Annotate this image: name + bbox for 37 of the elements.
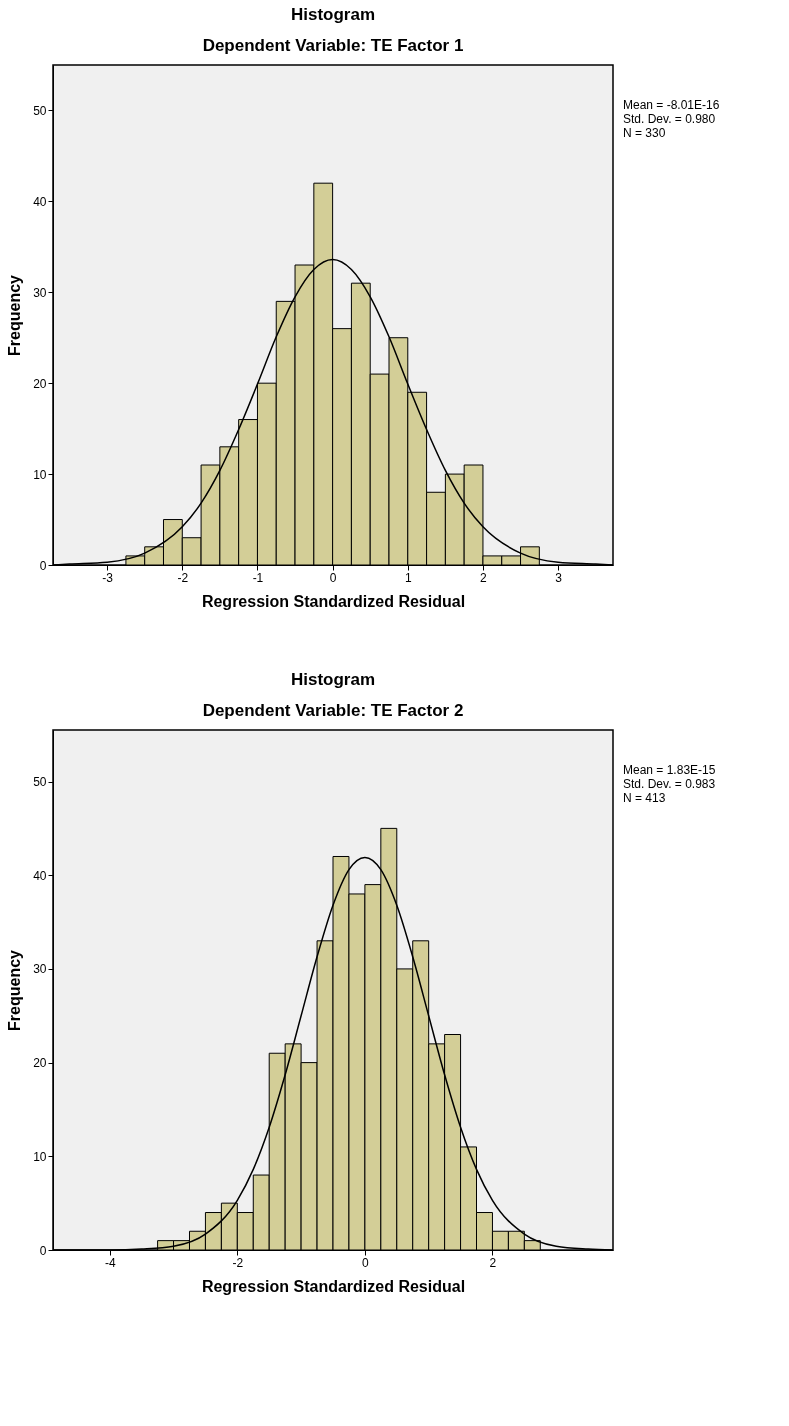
x-tick-label: 2 xyxy=(480,570,488,585)
x-tick-label: -1 xyxy=(252,570,264,585)
y-tick-label: 30 xyxy=(33,962,47,977)
text: Mean = 1.83E-15 xyxy=(623,763,716,777)
y-tick-label: 50 xyxy=(33,103,47,118)
text: Mean = -8.01E-16 xyxy=(623,98,720,112)
chart-subtitle: Dependent Variable: TE Factor 2 xyxy=(202,701,464,720)
x-tick-label: -4 xyxy=(104,1255,116,1270)
x-tick-label: -3 xyxy=(102,570,114,585)
y-axis-title: Frequency xyxy=(6,949,24,1031)
chart-subtitle: Dependent Variable: TE Factor 1 xyxy=(202,36,464,55)
y-tick-label: 30 xyxy=(33,285,47,300)
y-tick-label: 0 xyxy=(39,558,47,573)
y-tick-label: 20 xyxy=(33,376,47,391)
x-tick-label: 2 xyxy=(489,1255,497,1270)
y-tick-label: 0 xyxy=(39,1243,47,1258)
y-tick-label: 20 xyxy=(33,1056,47,1071)
x-tick-label: -2 xyxy=(177,570,189,585)
x-tick-label: 0 xyxy=(362,1255,370,1270)
x-axis-title: Regression Standardized Residual xyxy=(201,1277,466,1295)
y-tick-label: 50 xyxy=(33,775,47,790)
text: N = 413 xyxy=(623,791,666,805)
y-tick-label: 40 xyxy=(33,868,47,883)
text: N = 330 xyxy=(623,126,666,140)
text: Std. Dev. = 0.980 xyxy=(623,112,716,126)
x-tick-label: 3 xyxy=(555,570,563,585)
y-tick-label: 10 xyxy=(33,467,47,482)
y-tick-label: 10 xyxy=(33,1149,47,1164)
chart-title: Histogram xyxy=(290,670,376,689)
y-tick-label: 40 xyxy=(33,194,47,209)
y-axis-title: Frequency xyxy=(6,274,24,356)
x-tick-label: 0 xyxy=(329,570,337,585)
text: Std. Dev. = 0.983 xyxy=(623,777,716,791)
x-tick-label: -2 xyxy=(232,1255,244,1270)
x-tick-label: 1 xyxy=(404,570,412,585)
x-axis-title: Regression Standardized Residual xyxy=(201,592,466,610)
chart-title: Histogram xyxy=(290,5,376,24)
